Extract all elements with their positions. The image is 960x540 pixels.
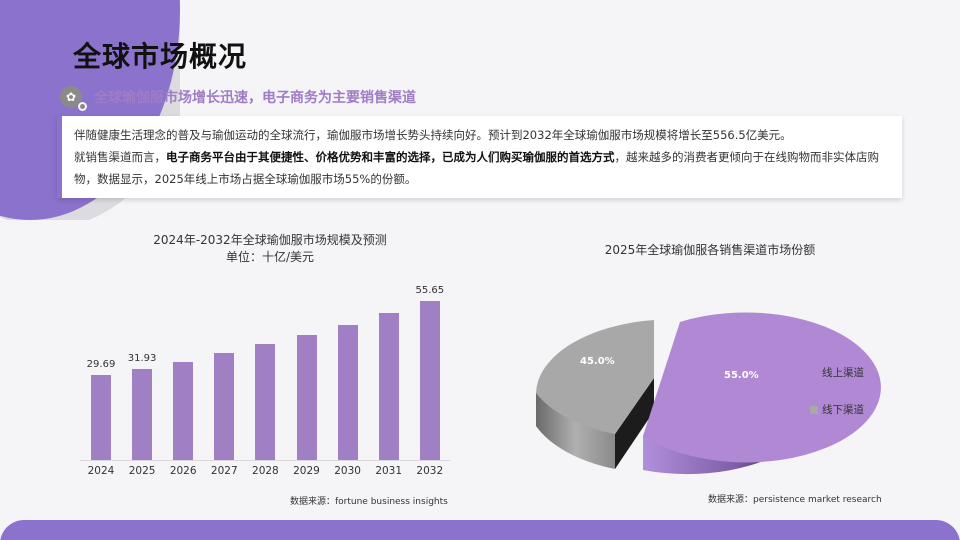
bar-2027[interactable] [214, 353, 235, 460]
pie-chart: 2025年全球瑜伽服各销售渠道市场份额 45.0% 55.0% 线上渠道 线下渠… [520, 236, 900, 516]
x-tick-label: 2025 [128, 465, 156, 477]
bar-chart-unit: 单位：十亿/美元 [225, 250, 315, 264]
pie-chart-title: 2025年全球瑜伽服各销售渠道市场份额 [604, 243, 816, 257]
pie-offline-side [536, 393, 615, 469]
bar-chart-title: 2024年-2032年全球瑜伽服市场规模及预测 [153, 233, 387, 247]
bar-chart-source: 数据来源：fortune business insights [290, 497, 448, 507]
page-subtitle: 全球瑜伽服市场增长迅速，电子商务为主要销售渠道 [94, 90, 416, 106]
subtitle-wrap: ✿ 全球瑜伽服市场增长迅速，电子商务为主要销售渠道 [60, 86, 416, 111]
x-tick-label: 2026 [169, 465, 197, 477]
title-accent-bar [57, 39, 63, 71]
bar-2025[interactable] [132, 368, 153, 460]
description-box: 伴随健康生活理念的普及与瑜伽运动的全球流行，瑜伽服市场增长势头持续向好。预计到2… [57, 116, 902, 198]
bar-2029[interactable] [296, 334, 317, 460]
bar-2030[interactable] [337, 324, 358, 460]
pie-slice-online[interactable] [643, 312, 881, 463]
page-title-wrap: 全球市场概况 [57, 38, 248, 73]
x-tick-label: 2029 [293, 465, 320, 477]
legend-item-online: 线上渠道 [810, 365, 864, 380]
bar-2028[interactable] [255, 344, 276, 460]
bar-value-label: 55.65 [415, 285, 445, 296]
description-line-2: 就销售渠道而言，电子商务平台由于其便捷性、价格优势和丰富的选择，已成为人们购买瑜… [74, 146, 890, 190]
x-tick-label: 2032 [416, 465, 444, 477]
bar-2024[interactable] [91, 375, 111, 460]
description-prefix: 就销售渠道而言， [74, 150, 166, 164]
pie-label-offline: 45.0% [580, 356, 615, 367]
legend-swatch-offline [810, 405, 818, 414]
bar-2031[interactable] [378, 313, 399, 460]
description-line-1: 伴随健康生活理念的普及与瑜伽运动的全球流行，瑜伽服市场增长势头持续向好。预计到2… [74, 128, 792, 142]
x-tick-label: 2028 [252, 465, 279, 477]
legend-label-online: 线上渠道 [822, 367, 864, 379]
description-bold: 电子商务平台由于其便捷性、价格优势和丰富的选择，已成为人们购买瑜伽服的首选方式 [166, 150, 615, 164]
bar-chart: 2024年-2032年全球瑜伽服市场规模及预测 单位：十亿/美元 29.69 20… [70, 232, 470, 512]
legend-label-offline: 线下渠道 [822, 404, 864, 416]
x-tick-label: 2030 [334, 465, 361, 477]
x-tick-label: 2031 [375, 465, 403, 477]
description-suffix: ，越来越多的消费者更倾向于在线购物而非实体店购物，数据显示，2025年线上市场占… [74, 150, 879, 186]
gear-icon: ✿ [60, 86, 87, 111]
bar-2032[interactable] [419, 301, 440, 460]
x-axis-line [80, 460, 450, 461]
pie-slice-offline[interactable] [536, 320, 654, 434]
legend-swatch-online [810, 368, 818, 377]
bar-value-label: 29.69 [86, 359, 116, 371]
pie-label-online: 55.0% [724, 370, 759, 381]
bar-plot-area: 29.69 2024 31.93 2025 2026 2027 2028 2029 2030 20… [80, 232, 450, 477]
x-tick-label: 2024 [87, 465, 115, 477]
pie-offline-cut [615, 378, 654, 469]
bottom-accent-bar [0, 520, 960, 540]
pie-chart-source: 数据来源：persistence market research [708, 495, 882, 505]
bar-value-label: 31.93 [127, 352, 157, 364]
x-tick-label: 2027 [210, 465, 238, 477]
bar-2026[interactable] [173, 361, 194, 460]
pie-svg [536, 312, 881, 475]
page-title: 全球市场概况 [73, 40, 248, 73]
legend-item-offline: 线下渠道 [810, 402, 864, 417]
